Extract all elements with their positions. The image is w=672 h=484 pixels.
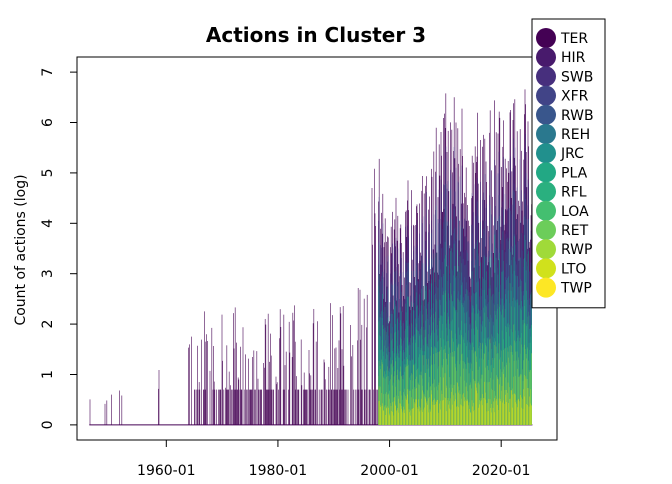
y-tick-label: 2 <box>40 320 56 329</box>
legend: TER HIR SWB XFR RWB REH JRC PLA RFL LOA RET RWP LTO T… <box>531 18 606 309</box>
legend-label: RET <box>561 223 589 239</box>
legend-label: HIR <box>561 50 586 66</box>
x-tick-label: 1980-01 <box>249 463 308 479</box>
legend-label: SWB <box>561 69 593 85</box>
y-tick-label: 7 <box>40 68 56 77</box>
legend-swatch <box>536 85 556 106</box>
bars-layer <box>89 89 533 426</box>
legend-label: PLA <box>561 165 588 181</box>
legend-label: TER <box>560 31 588 47</box>
y-tick-label: 4 <box>40 219 56 228</box>
legend-label: LOA <box>561 204 589 220</box>
y-tick-label: 5 <box>40 168 56 177</box>
legend-label: JRC <box>560 146 584 162</box>
legend-swatch <box>536 239 556 260</box>
legend-swatch <box>536 143 556 164</box>
y-axis: 0 1 2 3 4 5 6 7 <box>40 68 77 429</box>
legend-swatch <box>536 277 556 298</box>
legend-swatch <box>536 220 556 240</box>
x-tick-label: 2020-01 <box>472 463 531 479</box>
legend-swatch <box>536 181 556 202</box>
legend-swatch <box>536 162 556 183</box>
y-axis-label: Count of actions (log) <box>13 174 29 325</box>
y-tick-label: 1 <box>40 370 56 379</box>
legend-label: REH <box>561 127 590 143</box>
y-tick-label: 3 <box>40 269 56 278</box>
legend-swatch <box>536 28 556 48</box>
x-tick-label: 1960-01 <box>137 463 196 479</box>
legend-swatch <box>536 66 556 87</box>
legend-swatch <box>536 258 556 279</box>
legend-label: RFL <box>561 185 587 201</box>
chart-title: Actions in Cluster 3 <box>206 23 426 47</box>
legend-label: XFR <box>561 89 589 105</box>
legend-swatch <box>536 104 556 125</box>
legend-swatch <box>536 200 556 221</box>
x-tick-label: 2000-01 <box>360 463 419 479</box>
legend-label: RWB <box>561 108 594 124</box>
y-tick-label: 0 <box>40 420 56 429</box>
legend-label: LTO <box>561 261 586 277</box>
legend-label: TWP <box>560 281 592 297</box>
legend-label: RWP <box>561 242 592 258</box>
y-tick-label: 6 <box>40 118 56 127</box>
x-axis: 1960-01 1980-01 2000-01 2020-01 <box>137 440 530 479</box>
legend-swatch <box>536 124 556 144</box>
legend-swatch <box>536 47 556 68</box>
